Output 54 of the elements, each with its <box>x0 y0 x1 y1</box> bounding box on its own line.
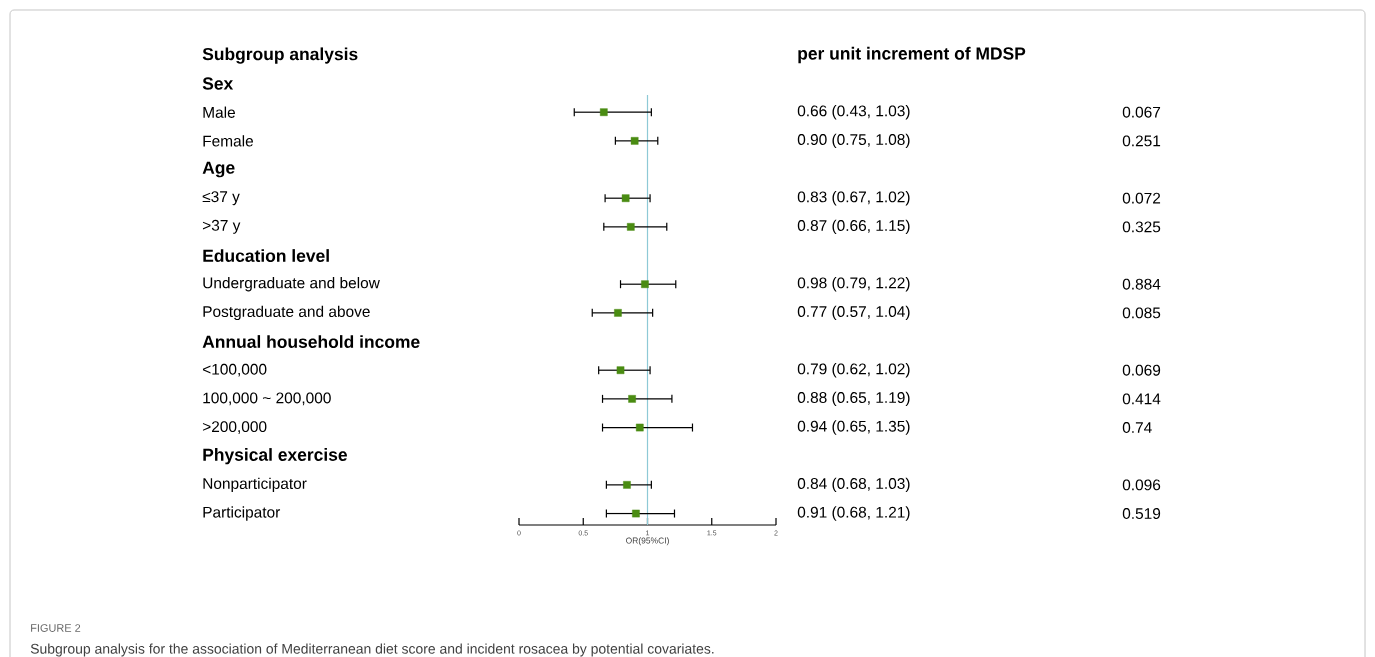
y-tick-label: 100,000 ~ 200,000 <box>203 392 331 406</box>
point <box>616 366 625 374</box>
data-label: 0.91 (0.68, 1.21) <box>797 506 910 521</box>
y-tick-label: Annual household income <box>202 335 420 348</box>
data-label: 0.94 (0.65, 1.35) <box>797 420 910 435</box>
data-label: 0.83 (0.67, 1.02) <box>797 191 910 206</box>
text: 0.325 <box>1122 221 1161 233</box>
text: 0.096 <box>1122 479 1161 491</box>
y-tick-label: Physical exercise <box>203 448 347 465</box>
text: per unit increment of MDSP <box>798 46 1026 64</box>
x-axis-title: OR(95%CI) <box>626 537 669 546</box>
text: 0.414 <box>1122 393 1161 405</box>
y-tick-label: Sex <box>202 77 234 90</box>
y-tick-label: Age <box>202 161 235 178</box>
text: 0.072 <box>1122 192 1161 204</box>
y-tick-label: Male <box>203 106 235 118</box>
point <box>628 395 636 403</box>
y-tick-label: >200,000 <box>202 421 267 434</box>
text: 0.74 <box>1122 422 1152 434</box>
y-tick-label: Participator <box>203 506 281 521</box>
y-tick-label: Postgraduate and above <box>203 305 370 321</box>
y-tick-label: >37 y <box>202 219 241 234</box>
point <box>614 309 622 317</box>
point <box>627 223 635 231</box>
y-tick-label: Education level <box>203 249 329 262</box>
data-label: 0.66 (0.43, 1.03) <box>797 105 910 120</box>
y-axis-title: Subgroup analysis <box>202 47 358 64</box>
text: Subgroup analysis for the association of Mediterranean diet score and incident rosacea by potential covariates. <box>30 643 714 657</box>
data-label: 0.77 (0.57, 1.04) <box>797 305 910 321</box>
data-label: 0.98 (0.79, 1.22) <box>797 277 910 292</box>
text: 0.069 <box>1122 364 1161 376</box>
point <box>635 423 644 432</box>
text: 0.067 <box>1122 106 1161 118</box>
data-label: 0.87 (0.66, 1.15) <box>797 219 910 235</box>
data-label: 0.88 (0.65, 1.19) <box>797 391 910 407</box>
data-label: 0.79 (0.62, 1.02) <box>797 363 910 378</box>
y-tick-label: ≤37 y <box>202 191 240 206</box>
point <box>632 509 640 518</box>
data-label: 0.84 (0.68, 1.03) <box>797 477 910 493</box>
point <box>600 108 608 116</box>
text: 0.884 <box>1122 278 1161 290</box>
text: 0.085 <box>1122 307 1161 319</box>
y-tick-label: Nonparticipator <box>203 477 307 493</box>
caption: FIGURE 2 <box>31 624 81 632</box>
text: 0.519 <box>1122 508 1161 520</box>
y-tick-label: Female <box>203 135 254 147</box>
point <box>623 481 631 489</box>
data-label: 0.90 (0.75, 1.08) <box>797 133 910 149</box>
text: 0.251 <box>1122 135 1161 147</box>
y-tick-label: Undergraduate and below <box>203 277 380 292</box>
point <box>630 137 639 145</box>
point <box>641 280 649 288</box>
y-tick-label: <100,000 <box>202 363 267 377</box>
point <box>621 194 630 202</box>
